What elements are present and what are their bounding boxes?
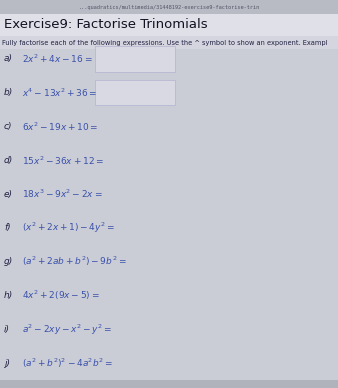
Text: $(x^2 + 2x + 1) - 4y^2 =$: $(x^2 + 2x + 1) - 4y^2 =$ bbox=[22, 221, 115, 235]
Text: ...quadratics/multimedia/31448192-exercise9-factorise-trin: ...quadratics/multimedia/31448192-exerci… bbox=[78, 5, 260, 9]
FancyBboxPatch shape bbox=[0, 380, 338, 388]
Text: i): i) bbox=[4, 325, 10, 334]
FancyBboxPatch shape bbox=[0, 0, 338, 14]
Text: d): d) bbox=[4, 156, 13, 165]
Text: $x^4 - 13x^2 + 36 =$: $x^4 - 13x^2 + 36 =$ bbox=[22, 87, 98, 99]
FancyBboxPatch shape bbox=[0, 36, 338, 49]
Text: $4x^2 + 2(9x - 5) =$: $4x^2 + 2(9x - 5) =$ bbox=[22, 289, 100, 302]
Text: Fully factorise each of the following expressions. Use the ^ symbol to show an e: Fully factorise each of the following ex… bbox=[2, 40, 328, 45]
Text: $18x^3 - 9x^2 - 2x =$: $18x^3 - 9x^2 - 2x =$ bbox=[22, 188, 103, 200]
Text: $2x^2 + 4x - 16 =$: $2x^2 + 4x - 16 =$ bbox=[22, 53, 93, 65]
Text: b): b) bbox=[4, 88, 13, 97]
Text: j): j) bbox=[4, 359, 10, 367]
FancyBboxPatch shape bbox=[0, 14, 338, 36]
Text: g): g) bbox=[4, 257, 13, 266]
Text: Exercise9: Factorise Trinomials: Exercise9: Factorise Trinomials bbox=[4, 19, 208, 31]
Text: $a^2 - 2xy - x^2 - y^2 =$: $a^2 - 2xy - x^2 - y^2 =$ bbox=[22, 322, 112, 336]
Text: $(a^2 + 2ab + b^2) - 9b^2 =$: $(a^2 + 2ab + b^2) - 9b^2 =$ bbox=[22, 255, 127, 268]
Text: c): c) bbox=[4, 122, 13, 131]
Text: $(a^2 + b^2)^2 - 4a^2b^2 =$: $(a^2 + b^2)^2 - 4a^2b^2 =$ bbox=[22, 357, 113, 370]
Text: e): e) bbox=[4, 190, 13, 199]
Text: f): f) bbox=[4, 223, 10, 232]
Text: a): a) bbox=[4, 54, 13, 64]
FancyBboxPatch shape bbox=[95, 80, 175, 106]
Text: h): h) bbox=[4, 291, 13, 300]
Text: $6x^2 - 19x + 10 =$: $6x^2 - 19x + 10 =$ bbox=[22, 120, 98, 133]
Text: $15x^2 - 36x + 12 =$: $15x^2 - 36x + 12 =$ bbox=[22, 154, 104, 166]
FancyBboxPatch shape bbox=[95, 46, 175, 72]
FancyBboxPatch shape bbox=[0, 49, 338, 388]
